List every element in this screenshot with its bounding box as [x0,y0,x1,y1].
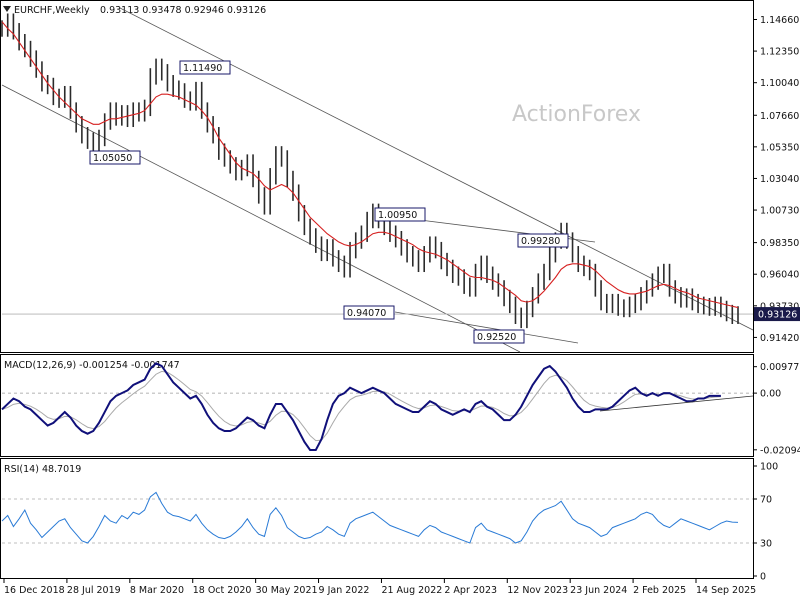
annotation-label: 1.00950 [378,210,417,221]
annotation-label: 1.11490 [183,63,222,74]
lower-channel-line [1,84,521,353]
price-tick-label: 1.05350 [760,142,799,153]
price-tick-label: 0.91420 [760,333,799,344]
current-price-badge [754,307,800,322]
macd-trend-line [599,395,754,412]
annotation-box [343,305,395,320]
annotation-label: 0.92520 [477,332,516,343]
annotation-label: 0.99280 [521,236,560,247]
price-header-symbol: EURCHF,Weekly [14,5,90,16]
macd-tick-label: 0.00977 [760,362,799,373]
annotation-label: 0.94070 [347,308,386,319]
price-tick-label: 1.00730 [760,206,799,217]
annotation-box [517,233,569,248]
macd-tick-label: -0.020949 [760,445,800,456]
lower-triangle-line [394,311,579,344]
price-tick-label: 1.10040 [760,78,799,89]
price-panel-frame [0,0,754,353]
macd-tick-label: 0.00 [760,389,781,400]
annotation-box [179,60,231,75]
price-tick-label: 1.03040 [760,174,799,185]
macd-layer: 0.00977 0.00 -0.020949 [1,362,800,456]
price-axis: 1.14660 1.12350 1.10040 1.07660 1.05350 1.030… [753,15,800,344]
time-tick-label: 16 Dec 2018 [4,585,65,596]
moving-average-line [1,21,739,309]
price-tick-label: 1.14660 [760,15,799,26]
current-price-label: 0.93126 [758,310,797,321]
time-tick-label: 9 Jan 2022 [319,585,370,596]
annotation-box [89,150,141,165]
time-axis: 16 Dec 2018 28 Jul 2019 8 Mar 2020 18 Oct 2… [3,579,756,596]
macd-header: MACD(12,26,9) -0.001254 -0.001747 [4,360,180,371]
rsi-tick-label: 30 [760,539,772,550]
time-tick-label: 18 Oct 2020 [193,585,252,596]
rsi-tick-label: 100 [760,462,778,473]
collapse-triangle-icon[interactable] [3,6,11,12]
annotation-box [473,329,525,344]
macd-line [1,362,721,451]
price-header-ohlc: 0.93113 0.93478 0.92946 0.93126 [100,5,266,16]
rsi-header: RSI(14) 48.7019 [4,464,81,475]
rsi-tick-label: 0 [760,572,766,583]
annotations-layer: 1.11490 1.05050 1.00950 0.99280 0.94070 0.925… [89,60,569,344]
rsi-panel-frame [0,458,754,579]
time-tick-label: 23 Jun 2024 [570,585,627,596]
time-tick-label: 2 Apr 2023 [444,585,497,596]
annotation-label: 1.05050 [93,153,132,164]
rsi-line [1,491,739,544]
macd-panel-frame [0,354,754,457]
price-tick-label: 1.07660 [760,111,799,122]
time-tick-label: 2 Feb 2025 [633,585,686,596]
price-tick-label: 0.93730 [760,301,799,312]
rsi-layer: 100 70 30 0 [1,462,778,583]
annotation-box [374,207,426,222]
price-tick-label: 0.96040 [760,270,799,281]
rsi-tick-label: 70 [760,495,772,506]
time-tick-label: 30 May 2021 [256,585,318,596]
time-tick-label: 12 Nov 2023 [507,585,568,596]
price-series-layer [1,13,739,329]
time-tick-label: 28 Jul 2019 [67,585,121,596]
time-tick-label: 21 Aug 2022 [381,585,442,596]
time-tick-label: 14 Sep 2025 [696,585,756,596]
time-tick-label: 8 Mar 2020 [130,585,184,596]
macd-signal-line [1,370,721,442]
price-tick-label: 1.12350 [760,47,799,58]
watermark: ActionForex [512,102,641,127]
price-tick-label: 0.98350 [760,238,799,249]
